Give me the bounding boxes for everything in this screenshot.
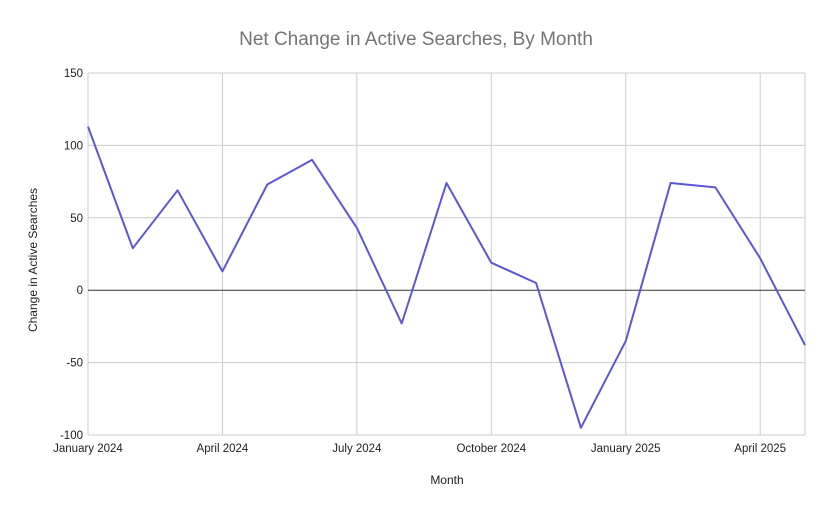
data-point	[580, 427, 582, 429]
data-point	[625, 340, 627, 342]
data-point	[804, 344, 806, 346]
data-point	[759, 257, 761, 259]
x-tick-label: January 2025	[591, 443, 661, 455]
data-point	[266, 183, 268, 185]
x-tick-label: April 2024	[197, 443, 249, 455]
chart-title: Net Change in Active Searches, By Month	[239, 29, 593, 50]
gridlines	[87, 72, 806, 436]
data-point	[535, 282, 537, 284]
x-axis-title: Month	[430, 473, 463, 487]
data-point	[670, 182, 672, 184]
x-tick-label: July 2024	[332, 443, 382, 455]
data-point	[714, 186, 716, 188]
y-tick-label: -100	[60, 430, 83, 442]
data-point	[356, 227, 358, 229]
data-point	[177, 189, 179, 191]
x-axis-ticks: January 2024 April 2024 July 2024 October 2…	[53, 443, 786, 455]
data-point	[132, 247, 134, 249]
x-tick-label: April 2025	[734, 443, 786, 455]
data-point	[446, 182, 448, 184]
x-tick-label: October 2024	[456, 443, 526, 455]
data-point	[311, 159, 313, 161]
data-point	[87, 126, 89, 128]
y-axis-ticks: 150 100 50 0 -50 -100	[60, 68, 83, 442]
data-point	[401, 323, 403, 325]
data-point	[490, 262, 492, 264]
y-tick-label: 100	[64, 140, 83, 152]
y-axis-title: Change in Active Searches	[26, 188, 40, 332]
y-tick-label: -50	[66, 358, 83, 370]
y-tick-label: 50	[70, 213, 83, 225]
series-layer	[87, 126, 806, 429]
y-tick-label: 0	[77, 285, 83, 297]
x-tick-label: January 2024	[53, 443, 123, 455]
series-line	[87, 126, 806, 429]
data-point	[221, 270, 223, 272]
y-tick-label: 150	[64, 68, 83, 80]
